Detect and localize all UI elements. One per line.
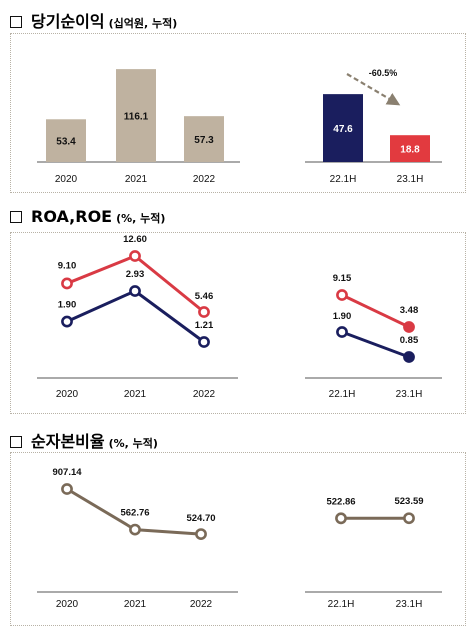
x-tick-label: 2022 (190, 599, 213, 610)
ncr-title: 순자본비율 (%, 누적) (10, 428, 158, 452)
data-label: 523.59 (394, 496, 423, 507)
data-point (336, 289, 348, 301)
data-label: 1.90 (58, 300, 77, 311)
data-point (336, 326, 348, 338)
series-line (66, 254, 205, 314)
bar-value-label: 47.6 (333, 124, 353, 135)
x-tick-label: 23.1H (397, 174, 424, 185)
x-tick-label: 2020 (55, 174, 78, 185)
section-subtitle: (%, 누적) (108, 437, 158, 450)
data-label: 562.76 (120, 508, 149, 519)
x-tick-label: 2021 (125, 174, 148, 185)
data-point (129, 523, 141, 536)
bar (46, 119, 86, 162)
data-label: 524.70 (186, 513, 215, 524)
change-arrow (346, 73, 401, 106)
checkbox-bullet-icon (10, 211, 22, 223)
data-point (403, 512, 415, 525)
data-label: 3.48 (400, 305, 419, 316)
data-label: 0.85 (400, 335, 419, 346)
section-title: ROA,ROE (31, 207, 113, 226)
checkbox-bullet-icon (10, 436, 22, 448)
data-point (403, 321, 415, 333)
data-label: 9.15 (333, 273, 352, 284)
bar-value-label: 53.4 (56, 137, 76, 148)
data-point (61, 483, 73, 495)
data-label: 5.46 (195, 291, 214, 302)
x-tick-label: 22.1H (329, 389, 356, 400)
section-subtitle: (%, 누적) (116, 212, 166, 225)
data-label: 9.10 (58, 260, 77, 271)
data-label: 1.21 (195, 320, 214, 331)
x-tick-label: 23.1H (396, 389, 423, 400)
bar-value-label: 18.8 (400, 145, 420, 156)
roa-roe-panel (10, 232, 466, 414)
data-point (403, 351, 415, 363)
bar (116, 69, 156, 162)
net-income-panel (10, 33, 466, 193)
bar (184, 116, 224, 162)
x-tick-label: 23.1H (396, 599, 423, 610)
data-point (198, 336, 210, 348)
checkbox-bullet-icon (10, 16, 22, 28)
section-subtitle: (십억원, 누적) (108, 17, 178, 30)
x-tick-label: 22.1H (330, 174, 357, 185)
data-label: 1.90 (333, 311, 352, 322)
data-label: 522.86 (326, 496, 355, 507)
series-line (66, 289, 205, 344)
data-label: 907.14 (52, 467, 82, 478)
ncr-panel (10, 452, 466, 626)
roa-roe-title: ROA,ROE (%, 누적) (10, 207, 165, 226)
series-line (341, 293, 410, 329)
x-tick-label: 2020 (56, 389, 79, 400)
data-point (335, 512, 347, 525)
x-tick-label: 2021 (124, 389, 147, 400)
x-tick-label: 2020 (56, 599, 79, 610)
data-point (129, 285, 141, 297)
section-title: 당기순이익 (31, 12, 105, 31)
data-label: 12.60 (123, 234, 147, 245)
series-line (341, 330, 410, 359)
data-label: 2.93 (126, 269, 145, 280)
x-tick-label: 2022 (193, 174, 216, 185)
x-tick-label: 2022 (193, 389, 216, 400)
data-point (195, 528, 207, 540)
change-annotation: -60.5% (369, 68, 398, 78)
data-point (198, 306, 210, 318)
bar (323, 94, 363, 162)
net-income-title: 당기순이익 (십억원, 누적) (10, 8, 177, 32)
bar-value-label: 116.1 (124, 112, 149, 123)
x-tick-label: 2021 (124, 599, 147, 610)
bar-value-label: 57.3 (194, 135, 214, 146)
data-point (61, 277, 73, 290)
x-tick-label: 22.1H (328, 599, 355, 610)
bar (390, 135, 430, 162)
section-title: 순자본비율 (31, 432, 105, 451)
data-point (129, 250, 141, 262)
data-point (61, 315, 73, 328)
